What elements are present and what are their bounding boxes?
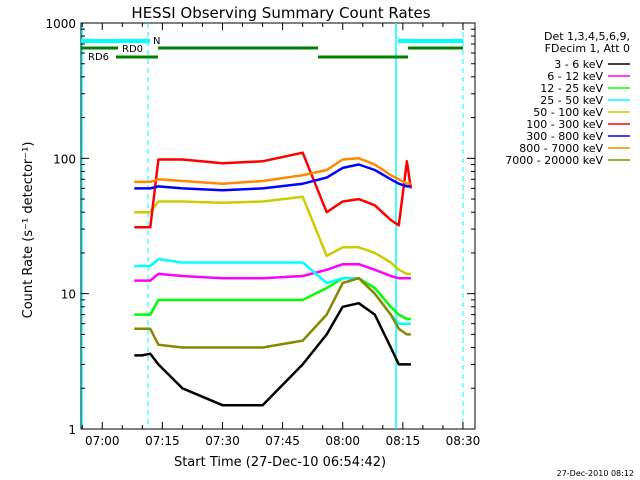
- y-axis-label: Count Rate (s⁻¹ detector⁻¹): [21, 142, 36, 319]
- legend-header-line-1: Det 1,3,4,5,6,9,: [544, 30, 630, 43]
- annotation-label-rd0: RD0: [122, 44, 143, 55]
- legend-label-5: 50 - 100 keV: [533, 106, 603, 119]
- x-tick-label: 07:00: [85, 434, 120, 448]
- legend-label-4: 25 - 50 keV: [540, 94, 603, 107]
- x-tick-label: 07:45: [265, 434, 300, 448]
- series-line-9: [134, 276, 411, 349]
- legend-label-9: 7000 - 20000 keV: [505, 154, 603, 167]
- legend-label-1: 3 - 6 keV: [554, 58, 603, 71]
- legend-label-6: 100 - 300 keV: [526, 118, 603, 131]
- x-axis-label: Start Time (27-Dec-10 06:54:42): [174, 455, 386, 470]
- legend-header-line-2: FDecim 1, Att 0: [545, 42, 630, 55]
- series-line-3: [134, 276, 411, 321]
- x-tick-label: 07:30: [205, 434, 240, 448]
- legend-label-8: 800 - 7000 keV: [519, 142, 603, 155]
- annotation-label-n: N: [153, 36, 160, 47]
- series-line-7: [134, 163, 411, 192]
- x-tick-label: 08:15: [386, 434, 421, 448]
- series-line-8: [134, 157, 411, 185]
- axis-group: 07:00 07:15 07:30 07:45 08:00 08:15 08:30 1 10 10…: [45, 17, 480, 448]
- y-tick-label: 100: [53, 152, 76, 166]
- y-tick-label: 1: [68, 423, 76, 437]
- series-line-4: [134, 257, 411, 325]
- y-tick-label: 1000: [45, 17, 76, 31]
- legend-label-2: 6 - 12 keV: [547, 70, 603, 83]
- series-line-6: [134, 151, 413, 229]
- annotation-label-rd6: RD6: [88, 52, 109, 63]
- plot-frame: [80, 22, 476, 430]
- y-tick-label: 10: [61, 288, 76, 302]
- legend-label-7: 300 - 800 keV: [526, 130, 603, 143]
- series-line-5: [134, 195, 411, 276]
- series-line-2: [134, 262, 411, 282]
- footer-timestamp: 27-Dec-2010 08:12: [557, 469, 634, 478]
- legend-label-3: 12 - 25 keV: [540, 82, 603, 95]
- x-tick-label: 08:30: [446, 434, 481, 448]
- series-group: [134, 151, 413, 407]
- x-tick-label: 08:00: [325, 434, 360, 448]
- x-tick-label: 07:15: [145, 434, 180, 448]
- series-line-1: [134, 301, 411, 407]
- chart-title: HESSI Observing Summary Count Rates: [131, 4, 430, 22]
- plot-frame-group: [80, 22, 476, 430]
